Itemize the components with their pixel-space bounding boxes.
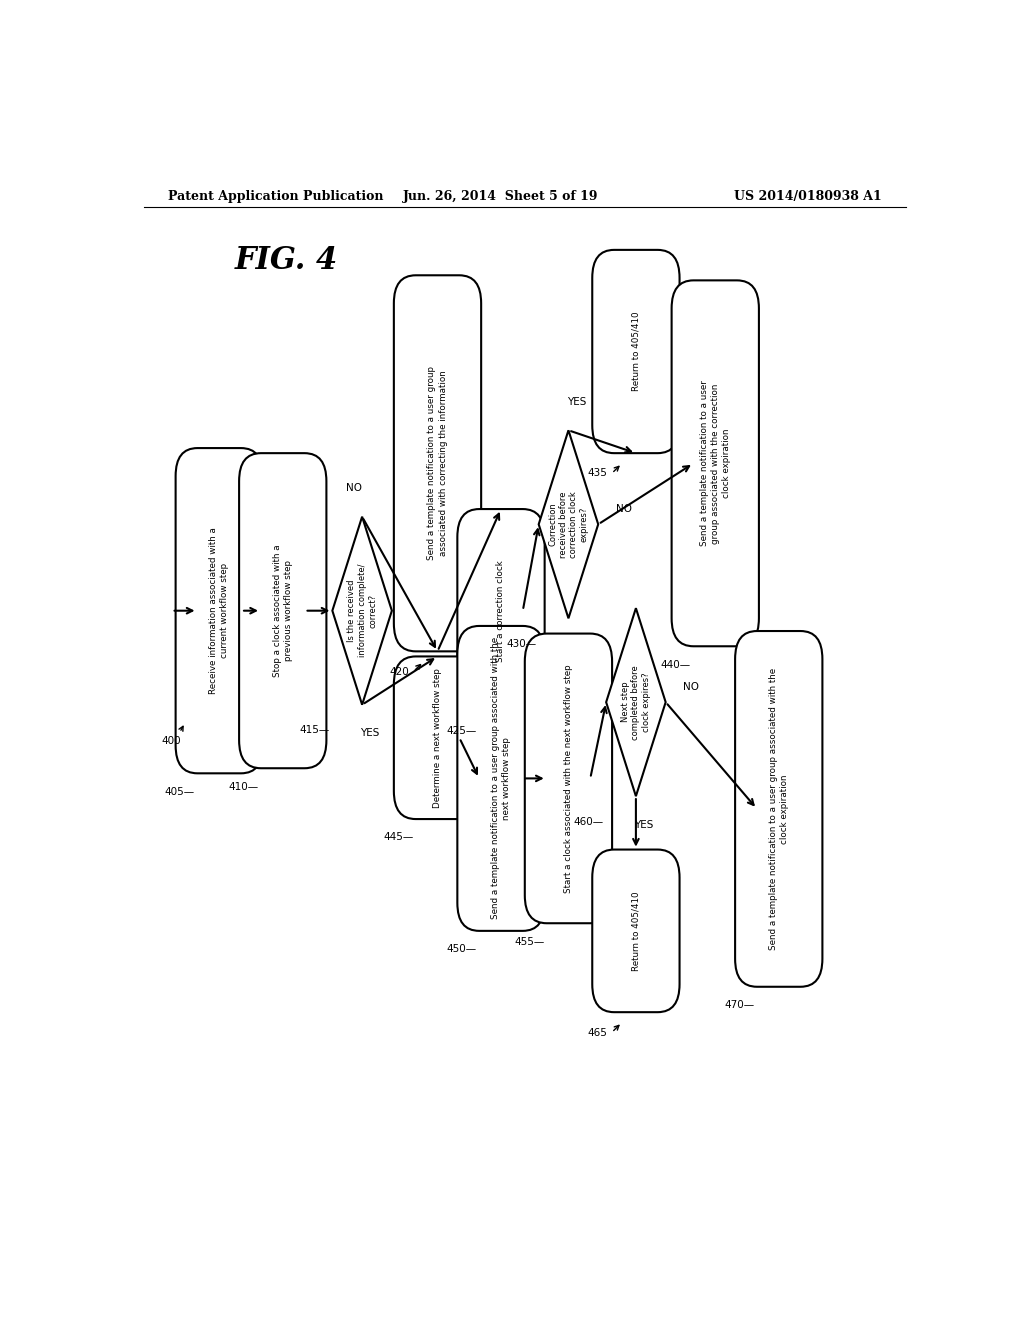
Text: 410—: 410— [228,781,258,792]
Text: Determine a next workflow step: Determine a next workflow step [433,668,442,808]
Text: 430—: 430— [506,639,537,648]
Text: Send a template notification to a user group associated with the
clock expiratio: Send a template notification to a user g… [769,668,788,950]
Text: Start a correction clock: Start a correction clock [497,560,506,661]
Text: NO: NO [346,483,362,494]
FancyBboxPatch shape [592,249,680,453]
Text: YES: YES [634,820,653,830]
Text: 425—: 425— [446,726,477,735]
Text: 440—: 440— [660,660,691,669]
Text: Patent Application Publication: Patent Application Publication [168,190,383,202]
Text: 420: 420 [389,667,410,677]
Polygon shape [606,609,666,796]
Text: YES: YES [360,729,380,738]
Text: 460—: 460— [573,817,604,826]
Text: NO: NO [683,682,699,692]
Text: Receive information associated with a
current workflow step: Receive information associated with a cu… [209,527,229,694]
Text: Correction
received before
correction clock
expires?: Correction received before correction cl… [548,491,589,557]
Text: 445—: 445— [383,833,414,842]
FancyBboxPatch shape [525,634,612,923]
Text: Send a template notification to a user group associated with the
next workflow s: Send a template notification to a user g… [490,638,511,920]
Text: NO: NO [615,504,632,513]
Text: US 2014/0180938 A1: US 2014/0180938 A1 [734,190,882,202]
Text: Return to 405/410: Return to 405/410 [632,312,640,391]
Text: 455—: 455— [514,936,544,946]
Text: Send a template notification to a user
group associated with the correction
cloc: Send a template notification to a user g… [699,380,731,546]
Text: Start a clock associated with the next workflow step: Start a clock associated with the next w… [564,664,573,892]
FancyBboxPatch shape [458,510,545,713]
Text: 400: 400 [162,735,181,746]
FancyBboxPatch shape [458,626,545,931]
Text: 415—: 415— [300,725,330,735]
Text: Next step
completed before
clock expires?: Next step completed before clock expires… [621,665,651,739]
FancyBboxPatch shape [672,280,759,647]
Text: Stop a clock associated with a
previous workflow step: Stop a clock associated with a previous … [272,544,293,677]
Text: YES: YES [566,397,586,407]
FancyBboxPatch shape [592,850,680,1012]
Text: 405—: 405— [165,787,195,796]
FancyBboxPatch shape [240,453,327,768]
Text: Return to 405/410: Return to 405/410 [632,891,640,970]
Text: Jun. 26, 2014  Sheet 5 of 19: Jun. 26, 2014 Sheet 5 of 19 [403,190,599,202]
Text: 465: 465 [588,1027,607,1038]
Text: Is the received
information complete/
correct?: Is the received information complete/ co… [347,564,377,657]
FancyBboxPatch shape [394,276,481,651]
Text: 470—: 470— [724,1001,755,1010]
Text: 450—: 450— [446,944,477,954]
Text: FIG. 4: FIG. 4 [236,244,338,276]
FancyBboxPatch shape [176,447,263,774]
Polygon shape [333,516,392,705]
FancyBboxPatch shape [394,656,481,818]
FancyBboxPatch shape [735,631,822,987]
Text: Send a template notification to a user group
associated with correcting the info: Send a template notification to a user g… [427,367,447,560]
Polygon shape [539,430,598,618]
Text: 435: 435 [588,469,607,478]
